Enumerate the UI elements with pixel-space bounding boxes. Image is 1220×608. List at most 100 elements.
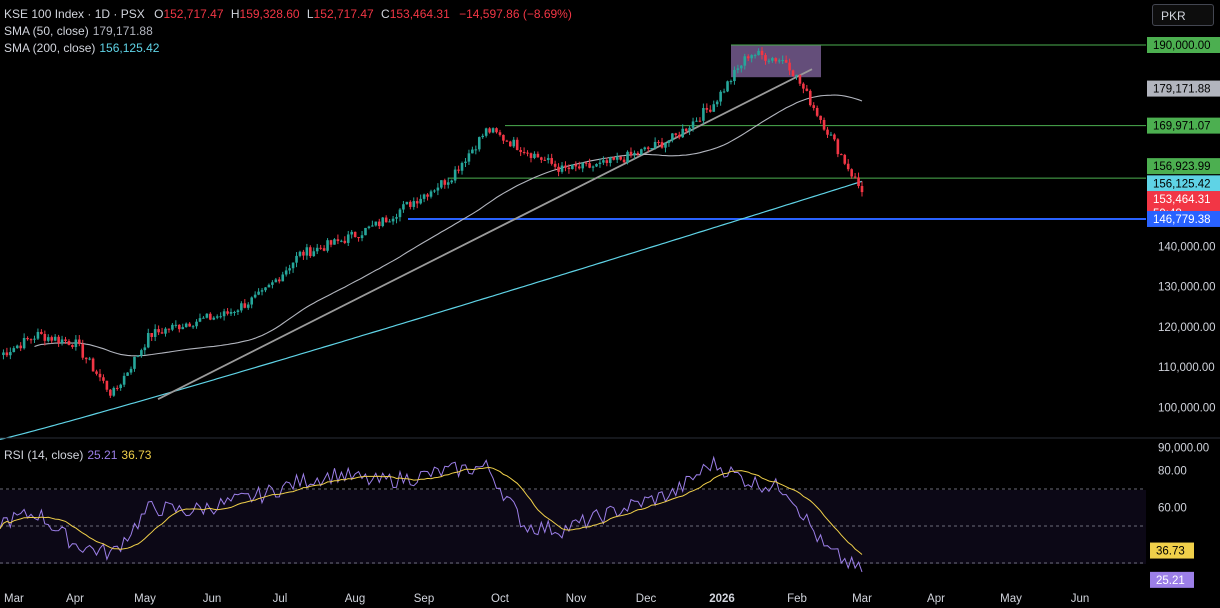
candle-body (133, 356, 136, 369)
candle-body (398, 209, 402, 218)
low-value: 152,717.47 (313, 7, 374, 21)
candle-body (619, 156, 622, 160)
candle-body (277, 279, 281, 282)
candle-body (584, 162, 588, 164)
trendline[interactable] (157, 68, 813, 401)
candle-body (146, 332, 150, 348)
rsi-legend[interactable]: RSI (14, close) 25.21 36.73 (4, 448, 151, 462)
candle-body (626, 151, 629, 163)
price-tick-label: 90,000.00 (1158, 443, 1209, 455)
candle-body (381, 217, 385, 227)
candle-body (550, 158, 553, 164)
candle-body (36, 331, 40, 339)
candle-body (608, 157, 612, 163)
candle-body (33, 338, 36, 340)
candle-body (567, 167, 571, 170)
candle-body (267, 284, 271, 288)
candle-body (712, 104, 716, 112)
candle-body (740, 65, 743, 69)
candle-body (260, 290, 264, 292)
candle-body (457, 169, 460, 171)
candle-body (515, 139, 519, 150)
time-tick-label: Sep (414, 593, 434, 605)
candle-body (253, 294, 257, 298)
candle-body (691, 121, 695, 128)
candle-body (698, 120, 702, 122)
candle-body (112, 387, 116, 396)
candle-body (9, 352, 12, 356)
candle-body (615, 156, 619, 160)
candle-body (171, 324, 174, 330)
candle-body (833, 134, 836, 140)
candle-body (281, 274, 285, 282)
candle-body (546, 158, 550, 161)
candle-body (571, 164, 574, 170)
candle-body (753, 55, 757, 57)
candle-body (491, 128, 495, 133)
candle-body (167, 328, 171, 330)
candle-body (264, 287, 267, 291)
candle-body (219, 316, 222, 318)
candle-body (774, 58, 778, 62)
rsi-ma-value: 36.73 (121, 448, 152, 462)
candle-body (88, 358, 91, 360)
sma200-legend[interactable]: SMA (200, close) 156,125.42 (4, 41, 159, 55)
candle-body (95, 371, 98, 374)
candle-body (636, 152, 640, 155)
candle-body (502, 134, 505, 141)
candle-body (591, 166, 595, 168)
candle-body (109, 389, 112, 396)
high-value: 159,328.60 (239, 7, 300, 21)
candle-body (419, 198, 422, 204)
candle-body (660, 142, 664, 148)
price-axis[interactable]: 190,000.00140,000.00130,000.00120,000.00… (1158, 40, 1216, 515)
candle-body (81, 344, 85, 358)
candle-body (384, 217, 388, 223)
candle-body (364, 227, 367, 236)
symbol-line[interactable]: KSE 100 Index · 1D · PSX (4, 7, 145, 21)
candle-body (436, 187, 440, 191)
candle-body (19, 345, 22, 349)
sma200-line (0, 180, 863, 440)
price-badge (1147, 80, 1220, 97)
candle-body (226, 311, 229, 314)
candle-body (798, 74, 802, 84)
candle-body (50, 337, 54, 341)
candle-body (222, 311, 226, 317)
sma50-line-group (34, 94, 863, 357)
candle-body (64, 339, 67, 341)
candle-body (477, 137, 481, 150)
candle-body (340, 240, 343, 242)
currency-selector[interactable]: PKR (1152, 4, 1214, 26)
candle-body (409, 201, 412, 207)
candle-body (422, 194, 426, 199)
price-badge-label: 179,171.88 (1153, 84, 1211, 96)
candle-body (812, 105, 816, 108)
candle-body (777, 60, 781, 62)
candle-body (205, 313, 209, 318)
candle-body (795, 74, 798, 77)
time-axis[interactable]: Mar Apr May Jun Jul Aug Sep Oct Nov Dec 2026 Feb Mar… (4, 593, 1089, 605)
candle-body (246, 304, 250, 308)
candle-body (84, 357, 88, 360)
candle-body (819, 115, 822, 120)
price-tick-label: 130,000.00 (1158, 282, 1216, 294)
candle-body (560, 165, 564, 172)
price-badge (1147, 158, 1220, 175)
candle-body (191, 326, 195, 328)
candle-body (105, 380, 109, 390)
time-tick-label: 2026 (709, 593, 735, 605)
candle-body (643, 147, 647, 150)
candle-body (250, 297, 254, 305)
candle-body (757, 50, 760, 56)
candle-body (271, 282, 274, 285)
time-tick-label: May (1000, 593, 1022, 605)
candle-body (577, 166, 581, 169)
candle-body (143, 347, 147, 351)
price-badge (1147, 210, 1220, 227)
candle-body (612, 157, 616, 160)
candle-body (126, 372, 129, 376)
sma50-legend[interactable]: SMA (50, close) 179,171.88 (4, 24, 153, 38)
candle-body (840, 154, 843, 156)
